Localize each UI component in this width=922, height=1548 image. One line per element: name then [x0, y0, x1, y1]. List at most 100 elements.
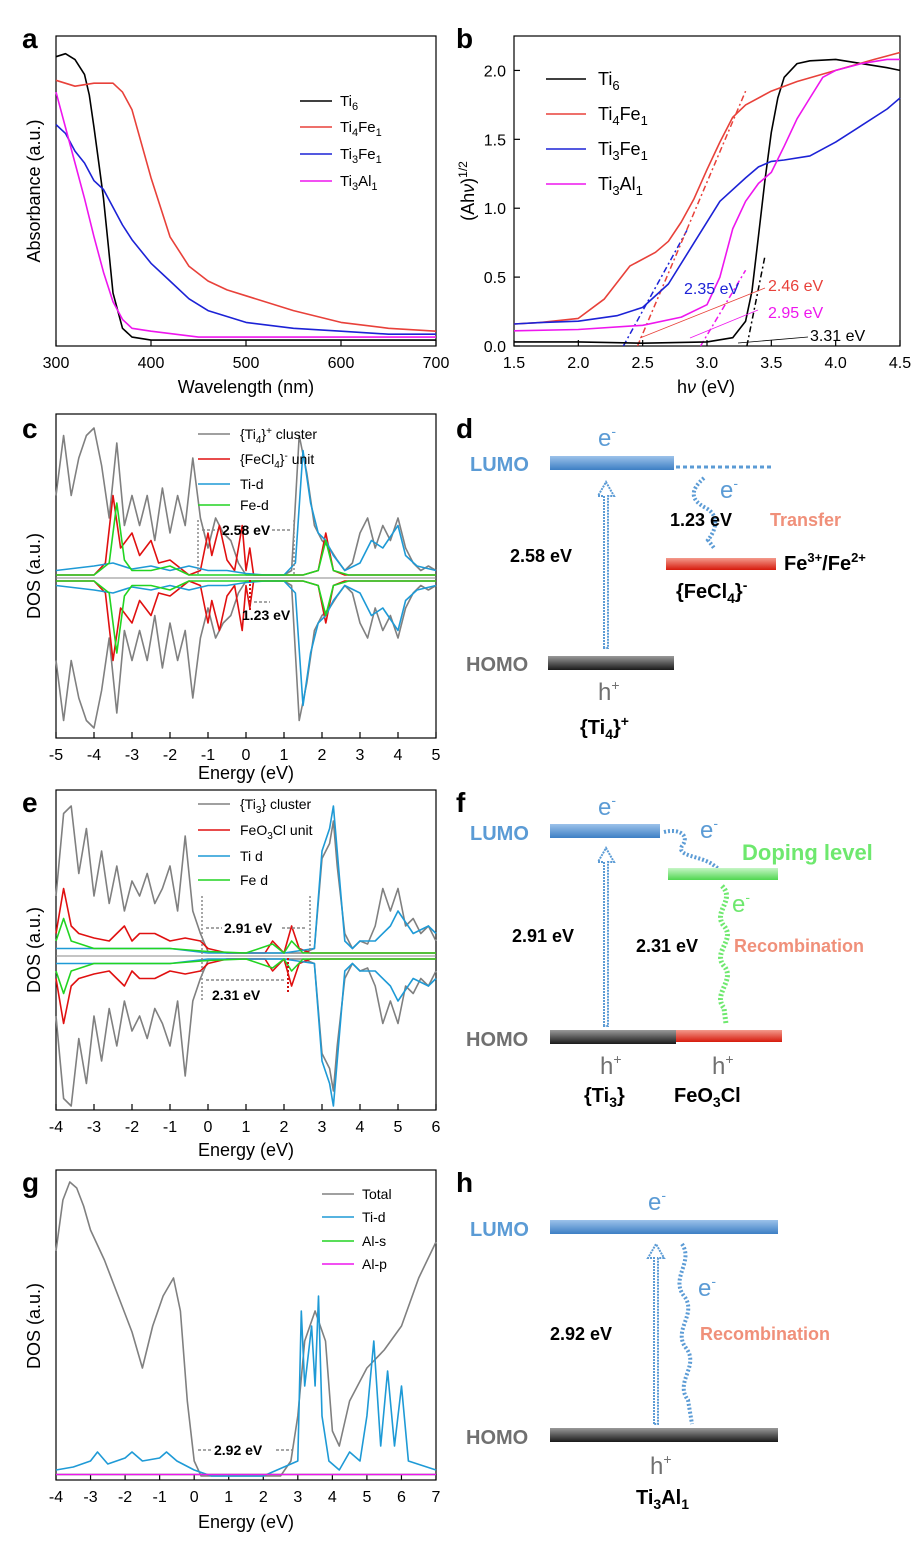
legend: Total Ti-d Al-s Al-p	[322, 1186, 392, 1272]
y-axis-label: Absorbance (a.u.)	[24, 119, 44, 262]
gap-annotation: 2.46 eV	[768, 278, 823, 295]
excitation-arrow	[596, 845, 616, 1027]
gap-markers: 2.92 eV	[198, 1442, 292, 1458]
series-line	[55, 79, 437, 332]
panel-d: d LUMO e- HOMO 2.58 eV h+ {Ti4}+ e- 1.23…	[456, 413, 866, 742]
x-axis-label: Energy (eV)	[198, 1512, 294, 1532]
legend-label: Ti-d	[362, 1209, 386, 1225]
lumo-label: LUMO	[470, 823, 529, 845]
series-line	[513, 51, 901, 325]
x-tick-label: 3	[293, 1489, 302, 1506]
series-line-spin-down	[56, 580, 436, 654]
gap-annotation: 3.31 eV	[810, 328, 865, 345]
electron-label: e-	[598, 423, 616, 452]
x-tick-label: -4	[49, 1119, 63, 1136]
x-tick-label: 4	[328, 1489, 337, 1506]
x-tick-label: -4	[49, 1489, 63, 1506]
y-tick-label: 1.5	[484, 132, 506, 149]
x-axis-label: Energy (eV)	[198, 763, 294, 783]
x-tick-label: 4.0	[825, 355, 847, 372]
redox-label: Fe3+/Fe2+	[784, 550, 866, 575]
series-line-spin-down	[55, 958, 437, 1107]
electron-label: e-	[720, 475, 738, 504]
lumo-level	[550, 1220, 778, 1234]
x-tick-label: 2	[280, 1119, 289, 1136]
cluster-label: Ti3Al1	[636, 1487, 689, 1512]
x-tick-label: 2	[318, 747, 327, 764]
panel-letter: f	[456, 787, 466, 818]
legend: Ti6 Ti4Fe1 Ti3Fe1 Ti3Al1	[300, 93, 382, 193]
cluster-label: {Ti4}+	[580, 713, 629, 742]
legend-label: Ti3Fe1	[340, 146, 382, 166]
x-tick-label: -1	[153, 1489, 167, 1506]
gap-label: 2.58 eV	[510, 546, 572, 566]
legend-label: {Ti3} cluster	[240, 796, 312, 816]
tauc-fit-lines	[622, 90, 766, 347]
plot-frame	[513, 35, 901, 347]
y-tick-label: 2.0	[484, 63, 506, 80]
electron-label: e-	[732, 889, 750, 918]
doping-label: Doping level	[742, 840, 873, 865]
x-tick-label: -3	[125, 747, 139, 764]
series-line	[55, 52, 436, 341]
recombination-arrow	[677, 1242, 694, 1425]
x-tick-label: 1.5	[503, 355, 525, 372]
annotations: 2.35 eV 2.46 eV 2.95 eV 3.31 eV	[639, 278, 865, 345]
plot-frame	[55, 789, 437, 1111]
hole-label: h+	[600, 1051, 622, 1080]
x-tick-label: 4	[394, 747, 403, 764]
x-axis-label: Wavelength (nm)	[178, 377, 314, 397]
electron-label: e-	[648, 1187, 666, 1216]
legend-label: Ti4Fe1	[598, 104, 648, 128]
series-line-spin-down	[56, 958, 437, 1107]
recombination-arrow	[718, 884, 730, 1025]
x-tick-label: 5	[394, 1119, 403, 1136]
x-tick-label: -2	[125, 1119, 139, 1136]
panel-g: g -4 -3 -2 -1 0 1 2 3 4 5 6 7 Energy (eV) DOS (a.u.…	[22, 1167, 441, 1532]
plot-frame	[55, 1169, 437, 1481]
gap-label: 2.91 eV	[224, 920, 273, 936]
legend: {Ti3} cluster FeO3Cl unit Ti d Fe d	[198, 796, 313, 888]
panel-f: f LUMO e- HOMO 2.91 eV e- Doping level e…	[456, 787, 873, 1110]
tauc-fit-line	[746, 256, 766, 347]
hole-label: h+	[650, 1451, 672, 1480]
x-tick-label: 4	[356, 1119, 365, 1136]
panel-letter: b	[456, 23, 473, 54]
acceptor-level	[666, 558, 776, 570]
legend-label: Ti3Al1	[340, 173, 378, 193]
y-axis-label: DOS (a.u.)	[24, 907, 44, 993]
excitation-arrow	[646, 1241, 666, 1425]
x-tick-label: 2.5	[632, 355, 654, 372]
series-lines	[513, 51, 901, 344]
lumo-level	[550, 456, 674, 470]
series-line	[55, 91, 436, 338]
x-tick-label: -1	[163, 1119, 177, 1136]
homo-label: HOMO	[466, 1427, 528, 1449]
y-tick-label: 1.0	[484, 201, 506, 218]
x-tick-label: 600	[328, 355, 355, 372]
gap-label: 2.91 eV	[512, 926, 574, 946]
tauc-fit-line	[636, 90, 747, 347]
panel-letter: c	[22, 413, 38, 444]
x-tick-label: 6	[397, 1489, 406, 1506]
x-tick-label: 1	[280, 747, 289, 764]
legend-label: Total	[362, 1186, 392, 1202]
doping-level	[668, 868, 778, 880]
dopant-homo-level	[676, 1030, 782, 1042]
series-line	[55, 917, 436, 954]
series-line	[55, 124, 436, 335]
unit-label: FeO3Cl	[674, 1085, 741, 1110]
lumo-label: LUMO	[470, 454, 529, 476]
legend-label: Ti d	[240, 848, 263, 864]
transfer-label: Transfer	[770, 510, 841, 530]
x-tick-label: 400	[138, 355, 165, 372]
x-axis-ticks: 300 400 500 600 700	[43, 340, 449, 372]
panel-letter: d	[456, 413, 473, 444]
legend-label: Ti3Fe1	[598, 139, 648, 163]
x-axis-label: hν (eV)	[677, 377, 735, 397]
series-line	[55, 449, 437, 576]
x-tick-label: 2.0	[567, 355, 589, 372]
legend-label: Al-s	[362, 1233, 386, 1249]
panel-h: h LUMO e- e- Recombination 2.92 eV HOMO …	[456, 1167, 830, 1512]
x-tick-label: 2	[259, 1489, 268, 1506]
